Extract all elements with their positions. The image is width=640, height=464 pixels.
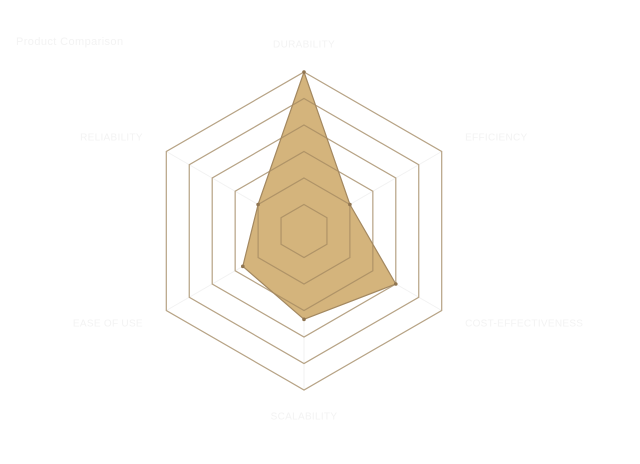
axis-label-3: COST-EFFECTIVENESS (465, 319, 583, 330)
data-point-1-4 (302, 317, 306, 322)
inner-grid-ring-4 (211, 124, 397, 338)
series-layer (165, 70, 443, 391)
inner-grid-ring-1 (280, 203, 328, 259)
data-point-1-1 (302, 70, 306, 74)
axis-label-4: SCALABILITY (271, 412, 338, 423)
chart-title: Product Comparison (16, 36, 124, 48)
inner-grid-ring-6 (165, 71, 443, 391)
data-point-1-5 (241, 264, 245, 269)
axis-label-2: EFFICIENCY (465, 133, 527, 144)
data-point-1-6 (256, 202, 260, 207)
axis-labels: DURABILITY EFFICIENCY COST-EFFECTIVENESS SC… (73, 40, 583, 423)
axis-label-1: DURABILITY (273, 40, 335, 51)
axis-label-6: RELIABILITY (80, 133, 143, 144)
axis-label-5: EASE OF USE (73, 319, 143, 330)
data-point-1-2 (348, 202, 352, 207)
data-point-1-3 (393, 282, 398, 286)
inner-grid-ring-3 (234, 150, 374, 312)
inner-grid-ring-5 (188, 97, 420, 365)
